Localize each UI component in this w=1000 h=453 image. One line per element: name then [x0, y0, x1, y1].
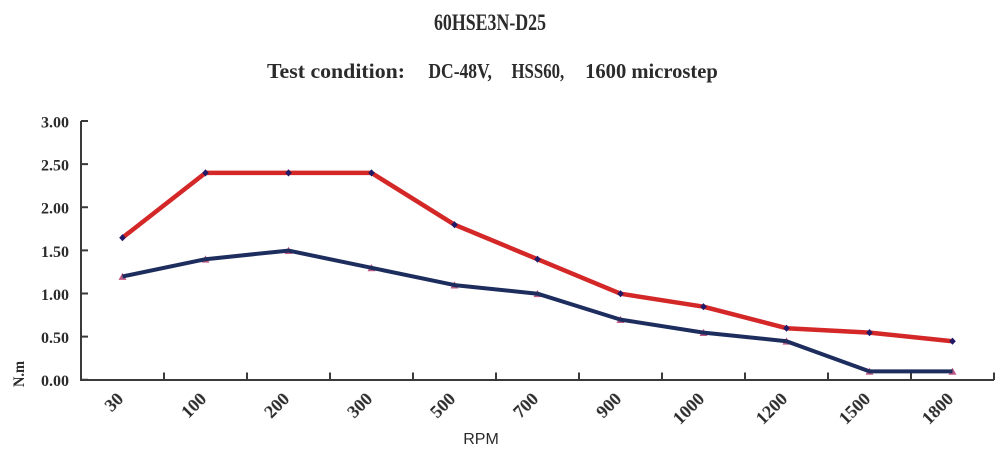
svg-text:DC-48V,: DC-48V, — [428, 61, 492, 84]
svg-text:1.50: 1.50 — [41, 244, 69, 261]
svg-text:Test condition:: Test condition: — [267, 59, 405, 83]
svg-text:1.00: 1.00 — [41, 287, 69, 304]
svg-text:2.50: 2.50 — [41, 158, 69, 175]
svg-text:0.50: 0.50 — [41, 330, 69, 347]
svg-text:RPM: RPM — [463, 431, 499, 448]
svg-text:60HSE3N-D25: 60HSE3N-D25 — [434, 11, 546, 36]
svg-text:0.00: 0.00 — [41, 373, 69, 390]
svg-text:1600 microstep: 1600 microstep — [585, 60, 718, 83]
svg-text:2.00: 2.00 — [41, 201, 69, 218]
svg-text:N.m: N.m — [10, 361, 28, 387]
svg-text:HSS60,: HSS60, — [512, 60, 565, 83]
svg-text:3.00: 3.00 — [41, 115, 69, 132]
